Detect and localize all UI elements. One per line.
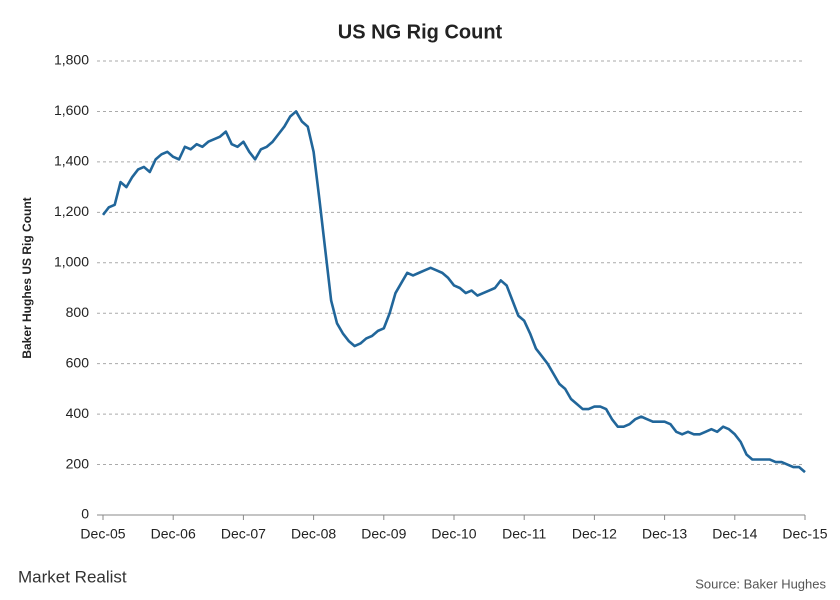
y-tick-label: 600	[66, 354, 90, 370]
line-series	[101, 110, 806, 474]
x-tick-label: Dec-10	[431, 526, 476, 542]
x-tick-label: Dec-11	[502, 526, 546, 542]
y-tick-label: 1,200	[54, 203, 89, 219]
source: Source: Baker Hughes	[695, 576, 826, 591]
y-tick-label: 200	[66, 455, 90, 471]
x-tick-label: Dec-14	[712, 526, 757, 542]
x-tick-label: Dec-06	[151, 526, 196, 542]
x-tick-label: Dec-08	[291, 526, 336, 542]
x-tick-label: Dec-07	[221, 526, 266, 542]
y-tick-label: 1,000	[54, 253, 89, 269]
x-tick-label: Dec-15	[782, 526, 827, 542]
x-tick-label: Dec-13	[642, 526, 687, 542]
x-tick-label: Dec-05	[80, 526, 125, 542]
y-tick-label: 1,400	[54, 153, 89, 169]
y-tick-label: 0	[81, 506, 89, 522]
y-tick-label: 1,800	[54, 52, 89, 68]
y-tick-label: 800	[66, 304, 90, 320]
y-tick-label: 1,600	[54, 102, 89, 118]
logo: Market Realist	[18, 567, 127, 586]
x-tick-label: Dec-12	[572, 526, 617, 542]
y-tick-label: 400	[66, 405, 90, 421]
x-tick-label: Dec-09	[361, 526, 406, 542]
chart-title: US NG Rig Count	[338, 21, 503, 43]
y-axis-label: Baker Hughes US Rig Count	[20, 197, 34, 358]
